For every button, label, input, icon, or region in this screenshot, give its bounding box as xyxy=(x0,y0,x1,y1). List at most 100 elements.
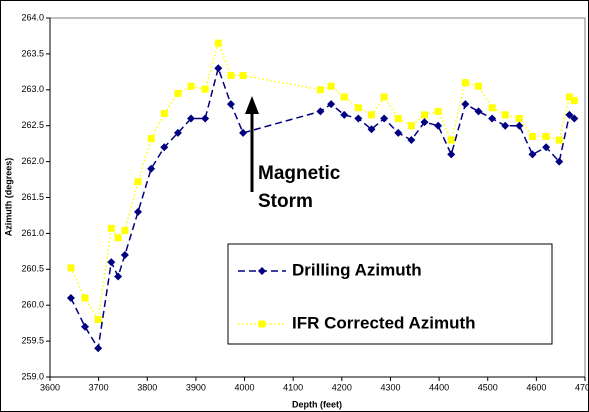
legend-box xyxy=(227,243,553,345)
data-point xyxy=(201,85,209,93)
legend-marker xyxy=(258,320,266,328)
data-point xyxy=(187,114,196,123)
y-tick-label: 260.0 xyxy=(21,300,44,310)
data-point xyxy=(565,110,574,119)
data-point xyxy=(434,107,442,115)
data-point xyxy=(147,164,156,173)
y-tick-label: 259.0 xyxy=(21,371,44,381)
x-tick-label: 4300 xyxy=(380,382,400,392)
data-point xyxy=(81,322,90,331)
y-axis-title: Azimuth (degrees) xyxy=(3,158,13,237)
data-point xyxy=(160,109,168,117)
legend-label: IFR Corrected Azimuth xyxy=(292,313,476,332)
x-axis-title: Depth (feet) xyxy=(292,399,342,409)
data-point xyxy=(542,143,551,152)
data-point xyxy=(461,79,469,87)
data-point xyxy=(327,82,335,90)
data-point xyxy=(474,82,482,90)
data-point xyxy=(66,294,75,303)
data-point xyxy=(501,121,510,130)
data-point xyxy=(147,135,155,143)
annotation-arrowhead xyxy=(245,96,259,114)
y-tick-label: 263.5 xyxy=(21,48,44,58)
data-point xyxy=(394,128,403,137)
data-point xyxy=(407,136,416,145)
data-point xyxy=(421,111,428,119)
data-point xyxy=(239,71,247,79)
y-tick-label: 260.5 xyxy=(21,264,44,274)
data-point xyxy=(447,136,455,144)
data-point xyxy=(239,128,248,137)
x-tick-label: 4000 xyxy=(235,382,255,392)
data-point xyxy=(327,100,336,109)
x-tick-label: 4700 xyxy=(575,382,589,392)
data-point xyxy=(214,39,222,47)
x-tick-label: 4400 xyxy=(429,382,449,392)
data-point xyxy=(94,344,103,353)
x-tick-label: 3600 xyxy=(40,382,60,392)
data-point xyxy=(81,294,89,302)
x-tick-label: 4600 xyxy=(526,382,546,392)
data-point xyxy=(316,107,325,116)
data-point xyxy=(528,132,536,140)
data-point xyxy=(515,121,524,130)
data-point xyxy=(173,128,182,137)
data-point xyxy=(447,150,456,159)
data-point xyxy=(354,114,363,123)
annotation-text: Storm xyxy=(258,191,313,212)
y-tick-label: 263.0 xyxy=(21,84,44,94)
y-tick-label: 264.0 xyxy=(21,12,44,22)
data-point xyxy=(488,114,497,123)
data-point xyxy=(114,272,123,281)
data-point xyxy=(340,93,348,101)
data-point xyxy=(474,107,483,116)
data-point xyxy=(134,207,143,216)
data-point xyxy=(488,104,496,112)
data-point xyxy=(501,111,509,119)
y-tick-label: 261.5 xyxy=(21,192,44,202)
data-point xyxy=(570,97,578,105)
data-point xyxy=(354,104,362,112)
data-point xyxy=(160,143,169,152)
data-point xyxy=(407,122,415,130)
data-point xyxy=(515,115,523,123)
data-point xyxy=(565,93,573,101)
legend-label: Drilling Azimuth xyxy=(292,260,422,279)
x-tick-label: 3700 xyxy=(89,382,109,392)
data-point xyxy=(555,157,564,166)
x-tick-label: 3900 xyxy=(186,382,206,392)
data-point xyxy=(107,224,115,232)
data-point xyxy=(227,71,235,79)
data-point xyxy=(380,114,389,123)
y-tick-label: 261.0 xyxy=(21,228,44,238)
data-point xyxy=(555,136,563,144)
data-point xyxy=(461,100,470,109)
data-point xyxy=(67,264,75,272)
y-tick-label: 259.5 xyxy=(21,335,44,345)
data-point xyxy=(367,111,375,119)
data-point xyxy=(528,150,537,159)
data-point xyxy=(134,178,142,186)
legend-marker xyxy=(258,267,266,275)
series-line xyxy=(70,65,575,351)
x-tick-label: 4200 xyxy=(332,382,352,392)
data-point xyxy=(214,64,223,73)
data-point xyxy=(570,114,579,123)
data-point xyxy=(107,258,116,267)
data-point xyxy=(316,86,324,94)
data-point xyxy=(120,250,129,259)
data-point xyxy=(187,82,195,90)
x-tick-label: 4100 xyxy=(283,382,303,392)
x-tick-label: 3800 xyxy=(137,382,157,392)
y-tick-label: 262.5 xyxy=(21,120,44,130)
data-point xyxy=(542,132,550,140)
data-point xyxy=(394,115,402,123)
data-point xyxy=(420,118,429,127)
annotation-text: Magnetic xyxy=(258,163,341,184)
data-point xyxy=(174,89,182,97)
data-point xyxy=(226,100,235,109)
data-point xyxy=(340,110,349,119)
y-tick-label: 262.0 xyxy=(21,156,44,166)
data-point xyxy=(434,121,443,130)
